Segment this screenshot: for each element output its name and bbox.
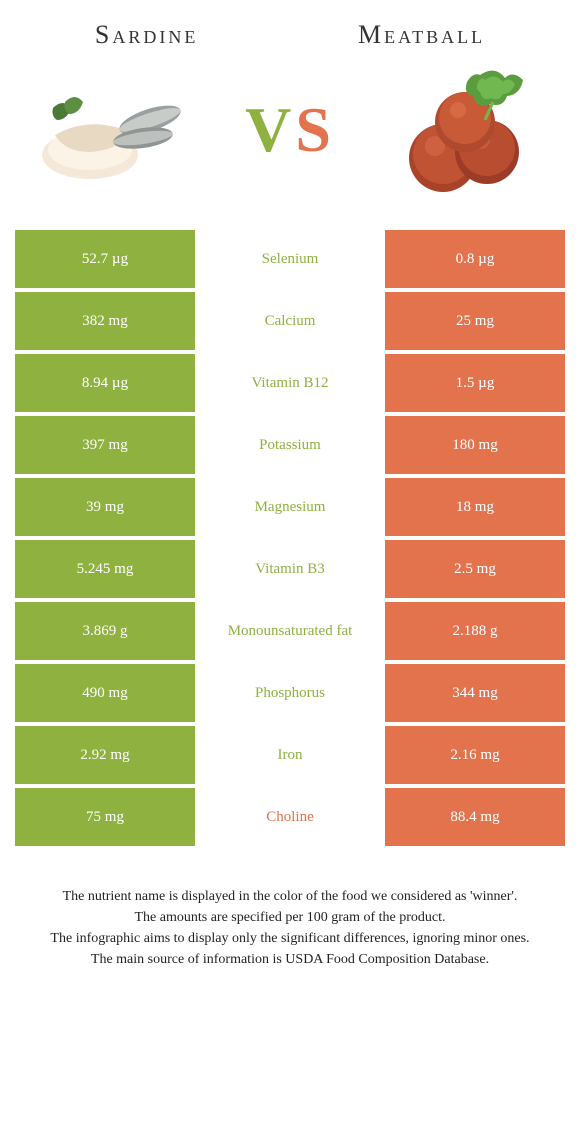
footnote-line: The infographic aims to display only the… — [25, 928, 555, 949]
sardine-image — [35, 60, 195, 200]
left-food-title: Sardine — [95, 20, 198, 50]
left-value-cell: 382 mg — [15, 292, 195, 350]
right-value-cell: 344 mg — [385, 664, 565, 722]
table-row: 39 mgMagnesium18 mg — [15, 478, 565, 536]
meatball-icon — [385, 60, 545, 200]
left-value-cell: 8.94 µg — [15, 354, 195, 412]
footnote-line: The nutrient name is displayed in the co… — [25, 886, 555, 907]
nutrient-name-cell: Vitamin B3 — [195, 540, 385, 598]
sardine-icon — [35, 60, 195, 200]
table-row: 52.7 µgSelenium0.8 µg — [15, 230, 565, 288]
table-row: 490 mgPhosphorus344 mg — [15, 664, 565, 722]
vs-s-letter: S — [295, 94, 335, 165]
nutrient-name-cell: Potassium — [195, 416, 385, 474]
nutrient-name-cell: Phosphorus — [195, 664, 385, 722]
right-value-cell: 18 mg — [385, 478, 565, 536]
left-value-cell: 490 mg — [15, 664, 195, 722]
nutrient-name-cell: Calcium — [195, 292, 385, 350]
right-value-cell: 1.5 µg — [385, 354, 565, 412]
right-value-cell: 25 mg — [385, 292, 565, 350]
vs-label: VS — [245, 93, 335, 167]
table-row: 75 mgCholine88.4 mg — [15, 788, 565, 846]
nutrient-name-cell: Magnesium — [195, 478, 385, 536]
right-value-cell: 2.188 g — [385, 602, 565, 660]
infographic-container: Sardine Meatball VS — [0, 0, 580, 1000]
left-value-cell: 2.92 mg — [15, 726, 195, 784]
left-value-cell: 39 mg — [15, 478, 195, 536]
right-food-title: Meatball — [358, 20, 485, 50]
right-value-cell: 0.8 µg — [385, 230, 565, 288]
nutrient-name-cell: Vitamin B12 — [195, 354, 385, 412]
nutrient-name-cell: Choline — [195, 788, 385, 846]
header-row: Sardine Meatball — [15, 20, 565, 50]
nutrient-name-cell: Selenium — [195, 230, 385, 288]
vs-v-letter: V — [245, 94, 295, 165]
nutrient-name-cell: Iron — [195, 726, 385, 784]
table-row: 382 mgCalcium25 mg — [15, 292, 565, 350]
right-value-cell: 2.5 mg — [385, 540, 565, 598]
right-value-cell: 180 mg — [385, 416, 565, 474]
table-row: 3.869 gMonounsaturated fat2.188 g — [15, 602, 565, 660]
left-value-cell: 3.869 g — [15, 602, 195, 660]
comparison-table: 52.7 µgSelenium0.8 µg382 mgCalcium25 mg8… — [15, 230, 565, 846]
right-value-cell: 2.16 mg — [385, 726, 565, 784]
nutrient-name-cell: Monounsaturated fat — [195, 602, 385, 660]
left-value-cell: 52.7 µg — [15, 230, 195, 288]
images-row: VS — [15, 60, 565, 230]
footnotes: The nutrient name is displayed in the co… — [15, 886, 565, 970]
left-value-cell: 5.245 mg — [15, 540, 195, 598]
footnote-line: The main source of information is USDA F… — [25, 949, 555, 970]
left-value-cell: 75 mg — [15, 788, 195, 846]
right-value-cell: 88.4 mg — [385, 788, 565, 846]
table-row: 2.92 mgIron2.16 mg — [15, 726, 565, 784]
table-row: 8.94 µgVitamin B121.5 µg — [15, 354, 565, 412]
meatball-image — [385, 60, 545, 200]
left-value-cell: 397 mg — [15, 416, 195, 474]
footnote-line: The amounts are specified per 100 gram o… — [25, 907, 555, 928]
table-row: 5.245 mgVitamin B32.5 mg — [15, 540, 565, 598]
table-row: 397 mgPotassium180 mg — [15, 416, 565, 474]
